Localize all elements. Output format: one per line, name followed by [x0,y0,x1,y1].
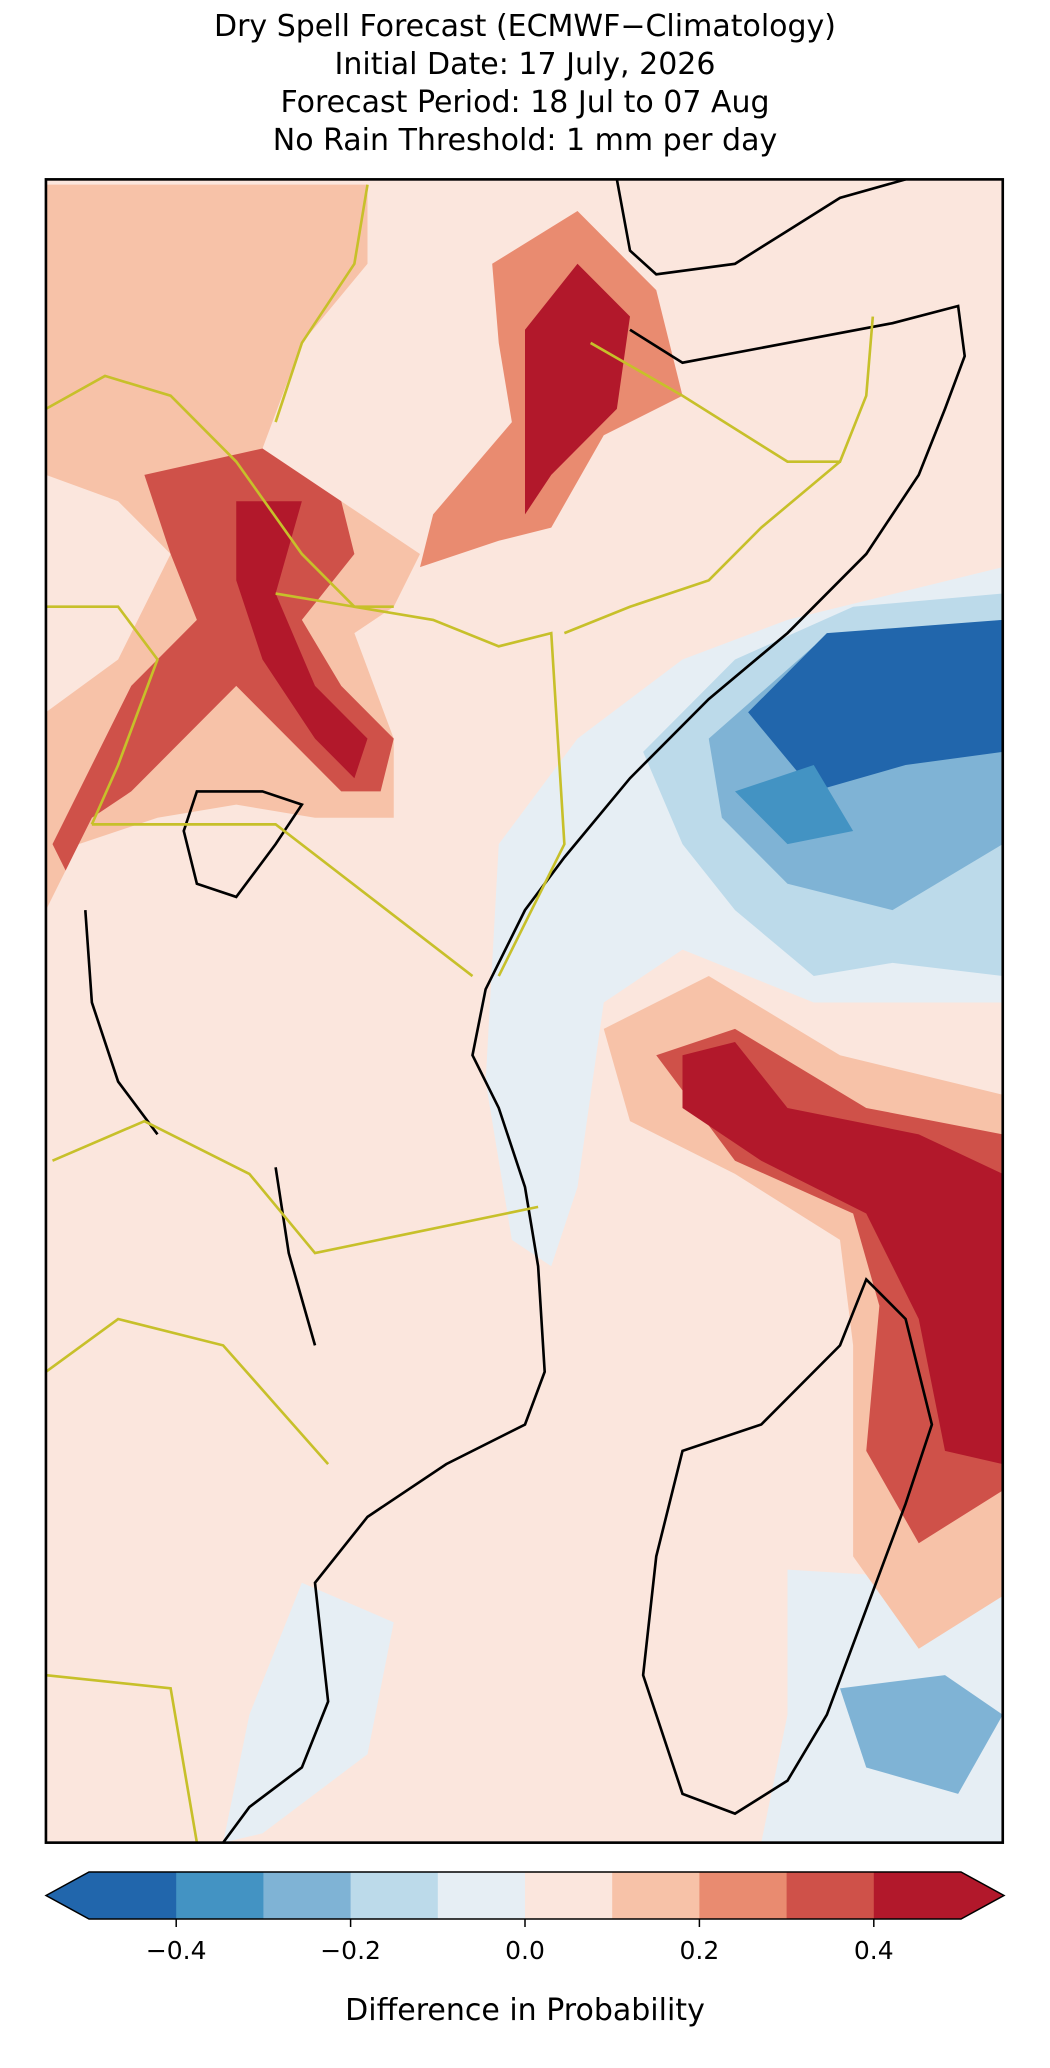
coastline [84,179,967,1843]
chart-title: No Rain Threshold: 1 mm per day [273,123,777,158]
colorbar-segment [263,1872,352,1919]
region-dark-blue [748,619,1003,792]
colorbar-extend-max [961,1872,1004,1919]
colorbar-segment [525,1872,613,1919]
map [44,178,1005,1844]
region-blue [735,765,854,845]
map-frame [44,178,1005,1844]
chart-title: Initial Date: 17 July, 2026 [335,47,716,82]
colorbar-tick-label: −0.2 [320,1936,381,1965]
region-dark-red [236,501,368,779]
colorbar-segment [873,1872,962,1919]
region-light-blue [223,1582,394,1843]
title-block: Dry Spell Forecast (ECMWF−Climatology)In… [214,9,836,158]
colorbar-tick-label: 0.2 [680,1936,720,1965]
colorbar-tick-label: 0.4 [854,1936,894,1965]
colorbar-segment [89,1872,177,1919]
colorbar-outline [44,1871,1006,1920]
chart-title: Forecast Period: 18 Jul to 07 Aug [280,85,769,120]
colorbar-segment [176,1872,264,1919]
colorbar-tick-label: 0.0 [505,1936,545,1965]
region-red [52,448,394,871]
chart-title: Dry Spell Forecast (ECMWF−Climatology) [214,9,836,44]
region-dark-red [682,1042,1003,1465]
colorbar-tick-label: −0.4 [146,1936,207,1965]
colorbar: −0.4 −0.2 0.0 0.2 0.4 Difference in Probabili… [44,1871,1006,2028]
colorbar-segment [699,1872,788,1919]
region-blue [840,1675,1003,1794]
border [45,184,875,1843]
colorbar-extend-min [46,1872,89,1919]
colorbar-segment [612,1872,700,1919]
region-dark-red [525,263,630,515]
colorbar-segment [437,1872,526,1919]
colorbar-segment [786,1872,875,1919]
colorbar-segment [350,1872,439,1919]
colorbar-label: Difference in Probability [345,1993,705,2028]
